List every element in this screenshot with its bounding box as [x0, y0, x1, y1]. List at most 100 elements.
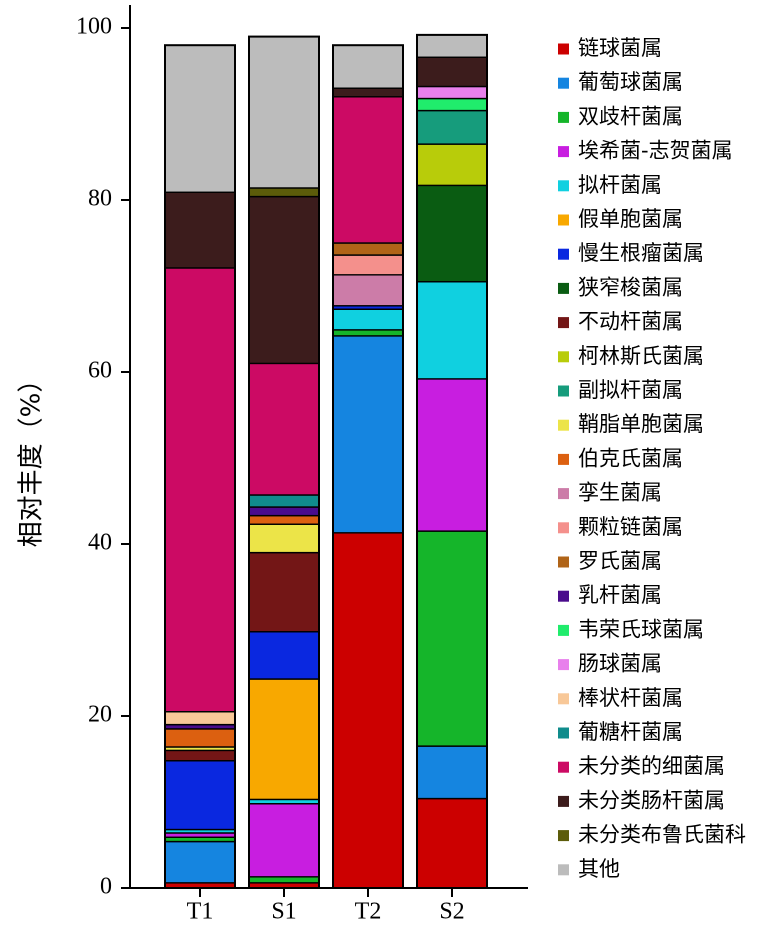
legend-label-20: 葡糖杆菌属 — [578, 720, 683, 744]
x-tick-label-T2: T2 — [355, 899, 382, 925]
legend-item-17: 韦荣氏球菌属 — [558, 617, 704, 641]
legend-item-21: 未分类的细菌属 — [558, 754, 725, 778]
bar-segment-S1-23 — [248, 187, 320, 198]
bar-segment-S1-21 — [248, 362, 320, 496]
legend-label-3: 埃希菌-志贺菌属 — [578, 139, 733, 163]
legend-item-19: 棒状杆菌属 — [558, 686, 683, 710]
legend-item-12: 伯克氏菌属 — [558, 446, 683, 470]
bar-segment-T1-19 — [164, 711, 236, 726]
legend-item-8: 不动杆菌属 — [558, 310, 683, 334]
legend-label-13: 孪生菌属 — [578, 481, 662, 505]
legend-label-18: 肠球菌属 — [578, 652, 662, 676]
bar-segment-S1-6 — [248, 631, 320, 680]
legend-swatch-19 — [558, 693, 569, 705]
y-tick-label-20: 20 — [88, 702, 112, 728]
bar-segment-T1-8 — [164, 749, 236, 762]
bar-segment-S2-22 — [416, 56, 488, 88]
bar-segment-T1-1 — [164, 840, 236, 884]
bar-segment-S2-4 — [416, 281, 488, 380]
legend-item-4: 拟杆菌属 — [558, 173, 662, 197]
legend-label-1: 葡萄球菌属 — [578, 70, 683, 94]
legend-swatch-8 — [558, 317, 569, 329]
legend-item-7: 狭窄梭菌属 — [558, 275, 683, 299]
bar-segment-S2-2 — [416, 530, 488, 747]
legend-item-0: 链球菌属 — [558, 36, 662, 60]
legend-swatch-7 — [558, 282, 569, 294]
legend-swatch-4 — [558, 180, 569, 192]
bar-segment-T2-1 — [332, 335, 404, 534]
legend-swatch-18 — [558, 659, 569, 671]
y-tick-label-100: 100 — [76, 14, 112, 40]
bar-column-S1 — [248, 35, 320, 890]
bar-segment-S1-11 — [248, 523, 320, 554]
legend-swatch-23 — [558, 830, 569, 842]
legend-swatch-21 — [558, 761, 569, 773]
x-ticks: T1 S1 T2 S2 — [187, 888, 465, 925]
legend-swatch-17 — [558, 624, 569, 636]
y-tick-label-0: 0 — [100, 874, 112, 900]
legend-item-20: 葡糖杆菌属 — [558, 720, 683, 744]
legend-label-15: 罗氏菌属 — [578, 549, 662, 573]
bar-segment-T2-13 — [332, 274, 404, 307]
legend-label-10: 副拟杆菌属 — [578, 378, 683, 402]
bar-segment-S2-24 — [416, 34, 488, 58]
legend-item-1: 葡萄球菌属 — [558, 70, 683, 94]
legend-label-12: 伯克氏菌属 — [578, 446, 683, 470]
legend-swatch-10 — [558, 385, 569, 397]
legend-label-8: 不动杆菌属 — [578, 310, 683, 334]
bar-segment-S2-3 — [416, 378, 488, 532]
bar-segment-S1-5 — [248, 678, 320, 801]
legend-swatch-15 — [558, 556, 569, 568]
legend-item-23: 未分类布鲁氏菌科 — [558, 823, 746, 847]
legend-swatch-24 — [558, 864, 569, 876]
legend-swatch-6 — [558, 248, 569, 260]
legend-label-22: 未分类肠杆菌属 — [578, 788, 725, 812]
legend-item-3: 埃希菌-志贺菌属 — [558, 139, 733, 163]
legend-label-21: 未分类的细菌属 — [578, 754, 725, 778]
legend-item-11: 鞘脂单胞菌属 — [558, 412, 704, 436]
bar-segment-S2-0 — [416, 797, 488, 889]
legend-swatch-5 — [558, 214, 569, 226]
bar-segment-T2-14 — [332, 254, 404, 276]
legend-swatch-11 — [558, 419, 569, 431]
bars-layer — [164, 33, 488, 890]
legend-item-22: 未分类肠杆菌属 — [558, 788, 725, 812]
legend-swatch-12 — [558, 453, 569, 465]
legend-label-11: 鞘脂单胞菌属 — [578, 412, 704, 436]
bar-segment-S2-10 — [416, 109, 488, 145]
x-tick-label-S2: S2 — [439, 899, 464, 925]
legend-item-13: 孪生菌属 — [558, 481, 662, 505]
bar-segment-T2-15 — [332, 242, 404, 256]
bar-segment-S1-3 — [248, 803, 320, 878]
legend-label-6: 慢生根瘤菌属 — [578, 241, 704, 265]
legend-label-17: 韦荣氏球菌属 — [578, 617, 704, 641]
y-ticks: 0 20 40 60 80 100 — [76, 14, 130, 900]
legend-item-15: 罗氏菌属 — [558, 549, 662, 573]
bar-segment-T2-24 — [332, 44, 404, 89]
legend-swatch-9 — [558, 351, 569, 363]
legend-swatch-13 — [558, 488, 569, 500]
legend-item-9: 柯林斯氏菌属 — [558, 344, 704, 368]
bar-segment-S1-2 — [248, 876, 320, 884]
legend-swatch-0 — [558, 43, 569, 55]
legend-swatch-16 — [558, 590, 569, 602]
legend-item-6: 慢生根瘤菌属 — [558, 241, 704, 265]
legend-label-23: 未分类布鲁氏菌科 — [578, 823, 746, 847]
legend-label-5: 假单胞菌属 — [578, 207, 683, 231]
legend-item-10: 副拟杆菌属 — [558, 378, 683, 402]
y-axis-title: 相对丰度（%） — [17, 367, 47, 548]
bar-segment-S2-7 — [416, 184, 488, 283]
legend-swatch-14 — [558, 522, 569, 534]
legend-item-16: 乳杆菌属 — [558, 583, 662, 607]
bar-segment-S2-17 — [416, 97, 488, 112]
legend-label-24: 其他 — [578, 857, 620, 881]
legend-item-5: 假单胞菌属 — [558, 207, 683, 231]
bar-segment-S1-8 — [248, 551, 320, 633]
bar-column-T1 — [164, 44, 236, 889]
x-tick-label-S1: S1 — [271, 899, 296, 925]
legend-swatch-1 — [558, 77, 569, 89]
legend-item-2: 双歧杆菌属 — [558, 104, 683, 128]
legend-label-19: 棒状杆菌属 — [578, 686, 683, 710]
legend-label-4: 拟杆菌属 — [578, 173, 662, 197]
